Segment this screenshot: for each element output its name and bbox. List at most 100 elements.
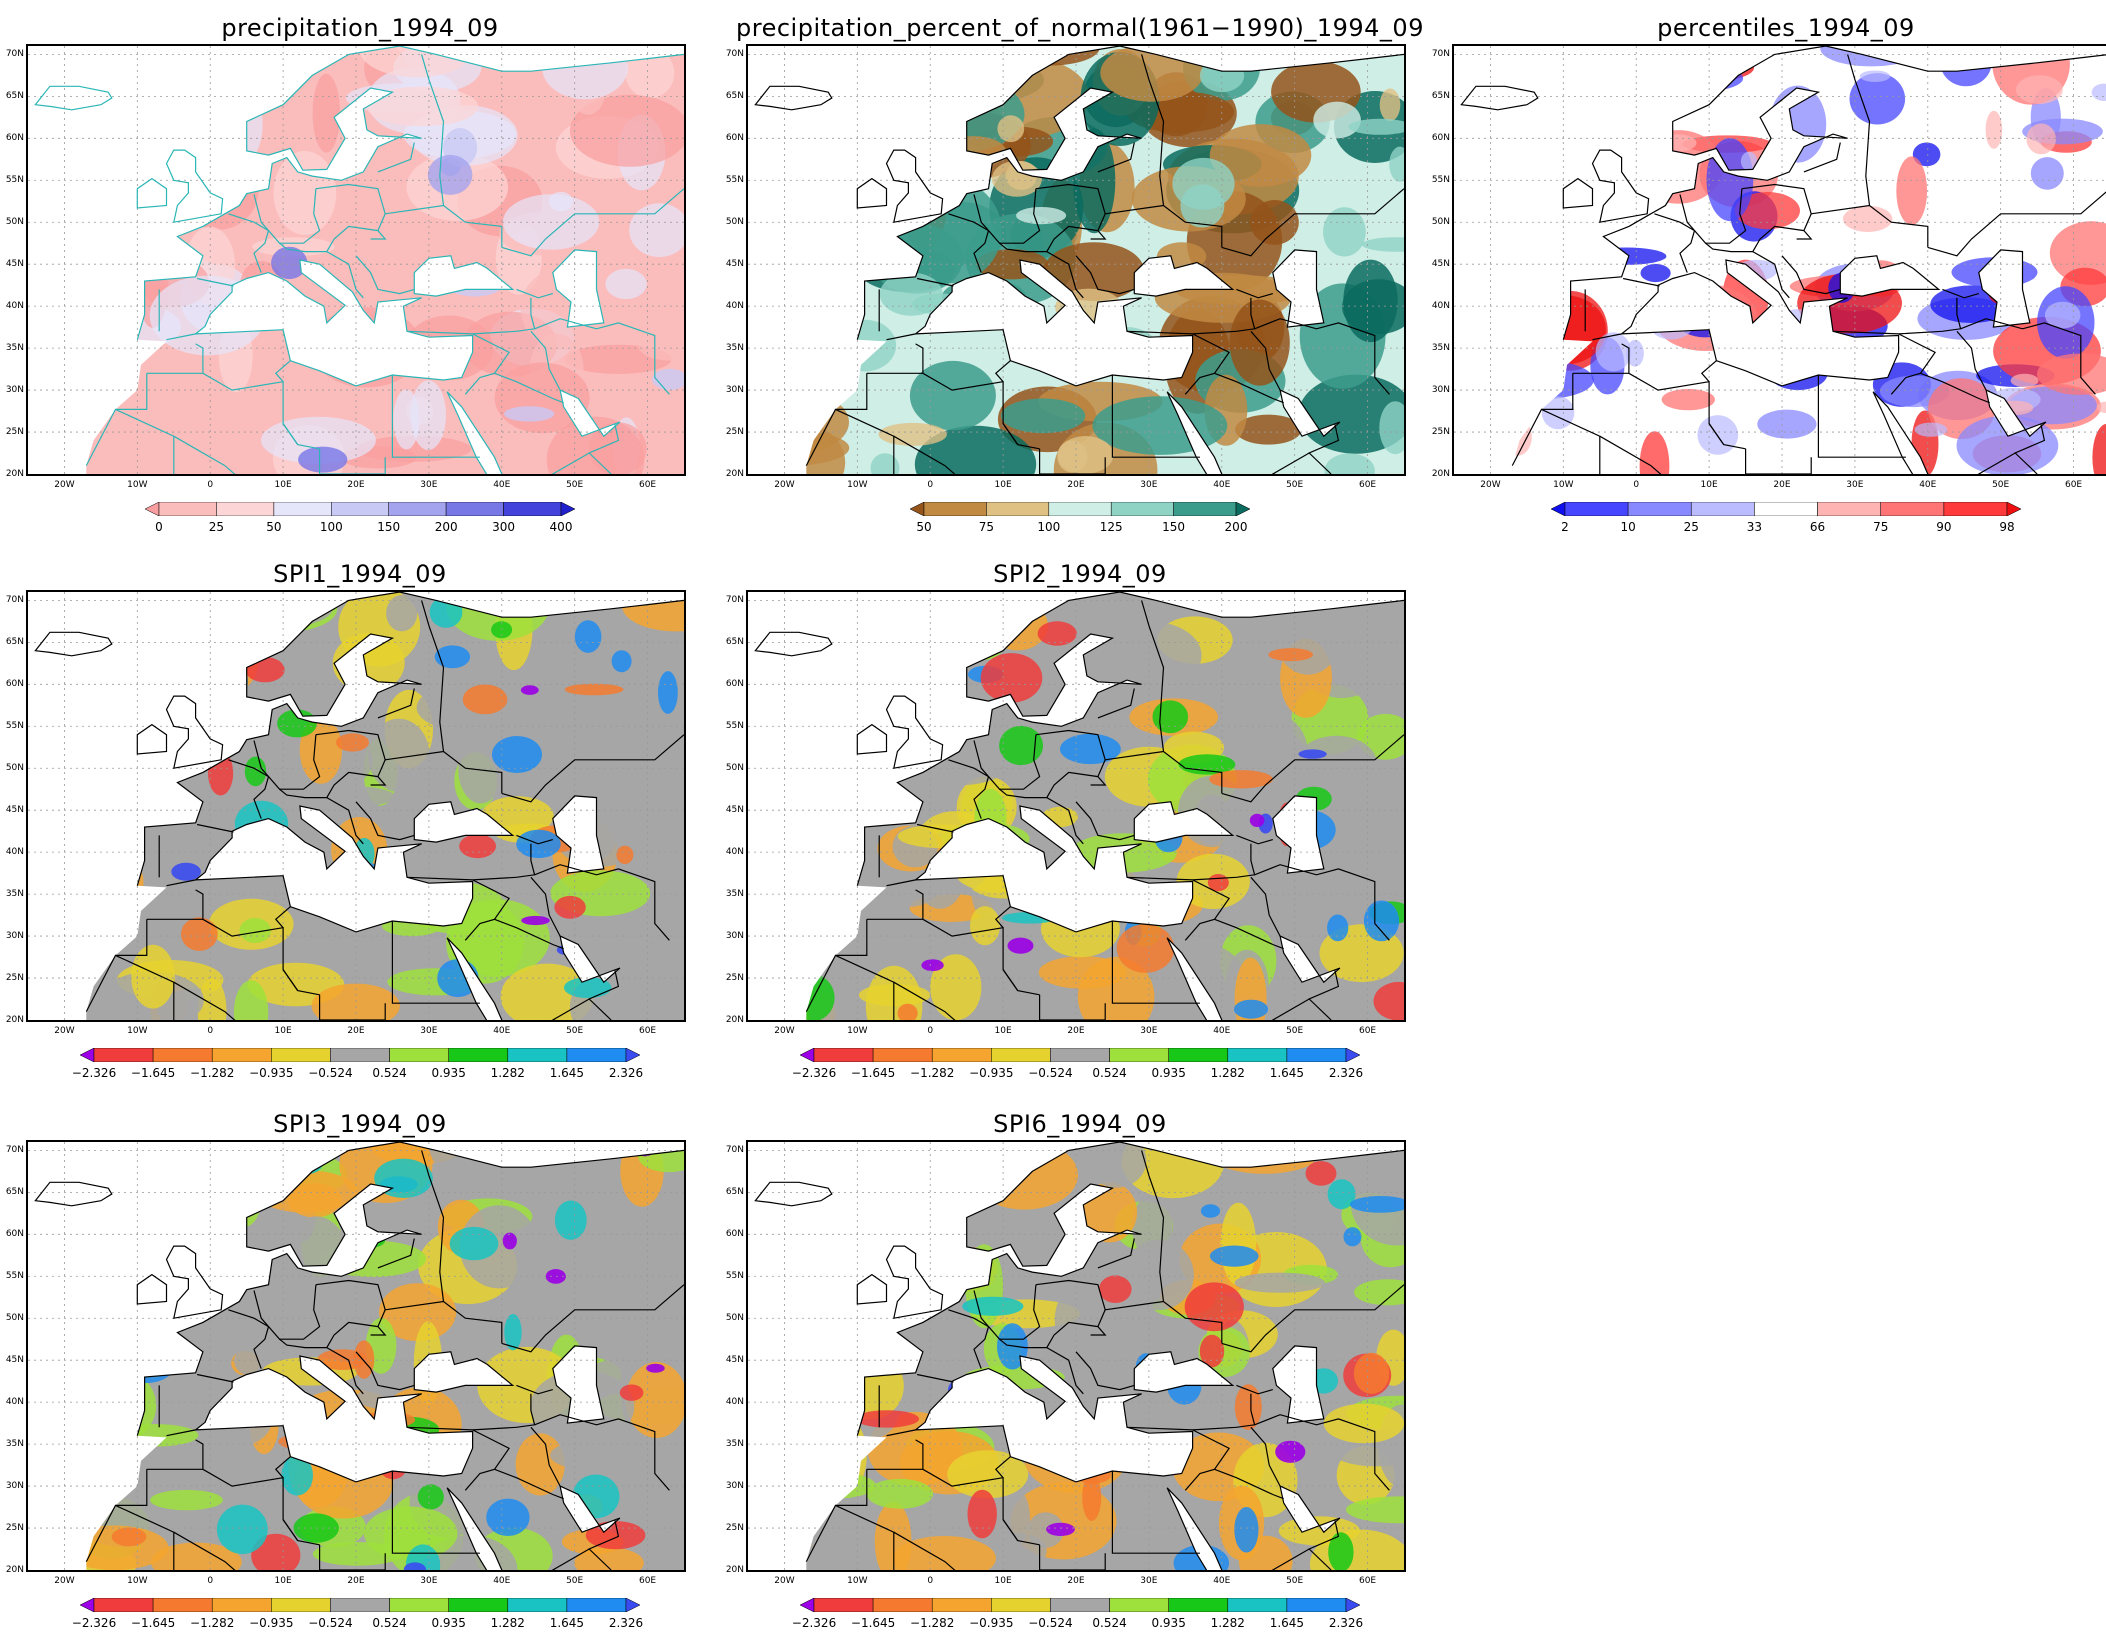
longitude-label: 0	[1633, 480, 1640, 490]
colorbar-swatch	[986, 502, 1050, 516]
longitude-label: 0	[927, 1026, 934, 1036]
black-sea-mask	[1840, 255, 1939, 297]
colorbar-label: −1.645	[130, 1066, 176, 1080]
colorbar-swatch	[211, 1598, 272, 1612]
field-blob	[999, 725, 1044, 766]
colorbar-label: 200	[434, 520, 458, 534]
longitude-label: 10W	[1553, 480, 1574, 490]
map-panel: precipitation_percent_of_normal(1961−199…	[720, 14, 1440, 554]
colorbar-swatch	[1173, 502, 1237, 516]
latitude-label: 30N	[5, 931, 24, 942]
colorbar-label: −0.935	[969, 1616, 1014, 1630]
latitude-label: 65N	[1431, 91, 1450, 102]
field-blob	[363, 1506, 458, 1560]
latitude-label: 30N	[1431, 385, 1450, 396]
colorbar-label: 0.524	[372, 1616, 407, 1630]
panel-title: percentiles_1994_09	[1657, 14, 1915, 42]
latitude-label: 45N	[725, 259, 744, 270]
field-blob	[434, 645, 471, 669]
map-panel: SPI6_1994_09 70N 65N 60N 55N 50N 45N 40N 35N 30N 2…	[720, 1110, 1440, 1650]
colorbar-swatch	[388, 502, 447, 516]
field-blob	[980, 653, 1043, 703]
mediterranean-mask	[886, 260, 1193, 386]
latitude-label: 65N	[725, 91, 744, 102]
colorbar-swatch	[271, 1598, 331, 1612]
field-blob	[598, 1277, 648, 1300]
latitude-label: 65N	[5, 637, 24, 648]
field-blob	[197, 977, 227, 1020]
latitude-label: 55N	[725, 175, 744, 186]
field-blob	[492, 736, 542, 773]
black-sea-mask	[1134, 801, 1233, 843]
mediterranean-mask	[886, 1356, 1193, 1482]
field-blob	[616, 845, 634, 865]
latitude-label: 25N	[725, 427, 744, 438]
field-blob	[601, 670, 655, 708]
map-field	[28, 592, 684, 1020]
latitude-label: 70N	[5, 49, 24, 60]
field-blob	[288, 1183, 342, 1218]
colorbar-swatch	[560, 502, 575, 516]
field-blob	[427, 154, 473, 195]
field-blob	[111, 1527, 147, 1547]
field-blob	[2030, 157, 2064, 190]
longitude-label: 0	[927, 1576, 934, 1586]
field-blob	[970, 906, 1000, 946]
field-blob	[1373, 981, 1404, 1020]
red-sea-mask	[447, 1487, 502, 1570]
field-blob	[629, 203, 684, 258]
field-blob	[1007, 937, 1034, 954]
field-blob	[216, 1504, 268, 1554]
longitude-label: 20W	[1480, 480, 1501, 490]
field-blob	[1001, 398, 1086, 434]
latitude-label: 35N	[725, 889, 744, 900]
colorbar-swatch	[271, 1048, 331, 1062]
latitude-label: 25N	[725, 973, 744, 984]
field-blob	[652, 368, 684, 390]
colorbar-label: 400	[549, 520, 573, 534]
field-blob	[1640, 263, 1671, 283]
field-blob	[1740, 151, 1758, 171]
water-mask	[748, 46, 1404, 474]
longitude-label: 40E	[1213, 1026, 1231, 1036]
field-blob	[521, 915, 550, 926]
colorbar-swatch	[931, 1598, 992, 1612]
field-blob	[1305, 1161, 1337, 1186]
field-blob	[1313, 101, 1361, 139]
latitude-label: 40N	[5, 1397, 24, 1408]
colorbar-swatch	[507, 1598, 568, 1612]
field-blob	[515, 1433, 565, 1496]
colorbar-label: −1.645	[130, 1616, 176, 1630]
colorbar-swatch	[566, 1048, 627, 1062]
field-blob	[1043, 242, 1145, 301]
coastlines-borders	[754, 46, 1404, 474]
colorbar-swatch	[1551, 502, 1566, 516]
field-blob	[2092, 423, 2106, 474]
longitude-label: 10W	[127, 1026, 148, 1036]
colorbar-swatch	[991, 1598, 1051, 1612]
colorbar-swatch	[1050, 1048, 1110, 1062]
field-blob	[1275, 1440, 1306, 1463]
black-sea-mask	[1134, 1351, 1233, 1393]
field-blob	[1116, 924, 1175, 973]
longitude-label: 60E	[1358, 1576, 1377, 1586]
colorbar	[1551, 502, 2021, 516]
field-blob	[1054, 1288, 1093, 1352]
latitude-label: 55N	[725, 1271, 744, 1282]
field-blob	[1360, 816, 1404, 847]
longitude-label: 20W	[54, 1026, 75, 1036]
colorbar-label: 1.282	[1210, 1616, 1245, 1630]
colorbar-swatch	[448, 1048, 509, 1062]
mediterranean-mask	[166, 260, 473, 386]
field-blob	[1209, 770, 1273, 789]
field-blob	[870, 453, 900, 474]
longitude-label: 10W	[847, 480, 868, 490]
colorbar	[80, 1048, 640, 1062]
longitude-label: 50E	[1286, 480, 1304, 490]
colorbar-swatch	[625, 1598, 640, 1612]
colorbar-swatch	[872, 1048, 933, 1062]
colorbar-label: 50	[266, 520, 282, 534]
colorbar-label: 150	[1162, 520, 1186, 534]
longitude-label: 50E	[566, 1576, 584, 1586]
colorbar-label: −0.524	[1028, 1616, 1073, 1630]
